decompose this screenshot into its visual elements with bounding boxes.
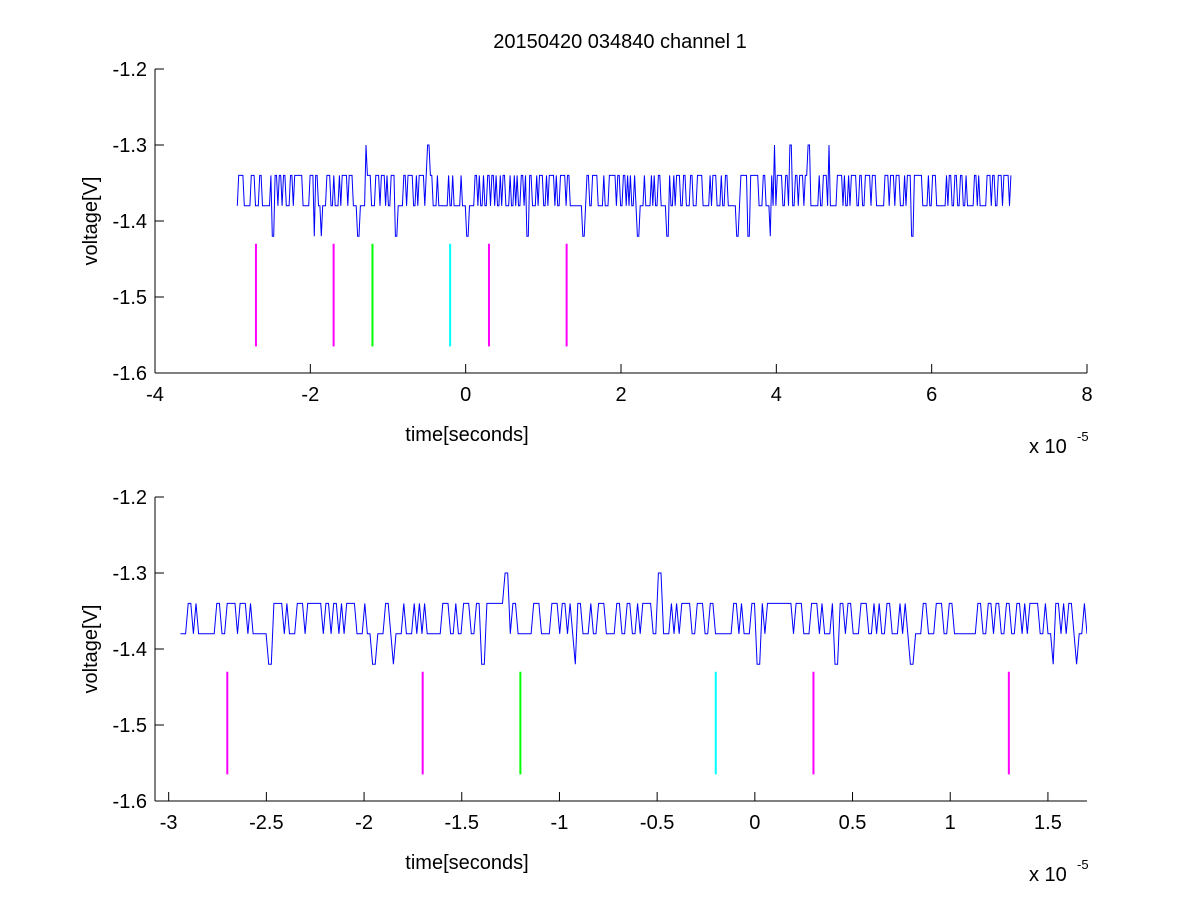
bottom-x-tick-label: 0.5: [839, 812, 867, 834]
top-y-tick-label: -1.5: [113, 287, 147, 309]
top-y-tick-label: -1.3: [113, 135, 147, 157]
top-plot-panel: -1.6 -1.5 -1.4 -1.3 -1.2 -4 -2 0 2 4 6 8 time[second…: [80, 59, 1093, 458]
top-y-tick-label: -1.4: [113, 211, 147, 233]
top-x-tick-label: 0: [460, 384, 471, 406]
top-x-tick-label: 4: [771, 384, 782, 406]
bottom-y-tick-label: -1.6: [113, 791, 147, 813]
top-x-tick-label: 2: [615, 384, 626, 406]
top-x-tick-label: -4: [146, 384, 164, 406]
bottom-x-tick-label: -2: [355, 812, 373, 834]
bottom-y-tick-label: -1.4: [113, 639, 147, 661]
bottom-x-tick-label: 1: [945, 812, 956, 834]
bottom-x-axis-label: time[seconds]: [405, 852, 528, 874]
bottom-x-tick-label: -3: [160, 812, 178, 834]
top-x-multiplier-exponent: -5: [1077, 429, 1089, 444]
bottom-x-multiplier-exponent: -5: [1077, 857, 1089, 872]
bottom-y-tick-label: -1.2: [113, 487, 147, 509]
top-signal-line: [236, 144, 1012, 237]
top-y-axis-label: voltage[V]: [80, 177, 102, 266]
bottom-y-tick-label: -1.3: [113, 563, 147, 585]
figure-title: 20150420 034840 channel 1: [493, 31, 747, 53]
bottom-plot-panel: -1.6 -1.5 -1.4 -1.3 -1.2 -3 -2.5 -2 -1.5 -1 -0.5 0 0…: [80, 487, 1089, 886]
bottom-x-tick-label: -1: [551, 812, 569, 834]
bottom-x-tick-label: -2.5: [249, 812, 283, 834]
bottom-signal-line: [180, 572, 1087, 665]
top-x-tick-label: 6: [926, 384, 937, 406]
top-x-multiplier: x 10: [1029, 436, 1067, 458]
bottom-x-multiplier: x 10: [1029, 864, 1067, 886]
bottom-x-tick-label: -0.5: [640, 812, 674, 834]
top-x-tick-label: -2: [301, 384, 319, 406]
top-y-tick-label: -1.6: [113, 363, 147, 385]
top-x-tick-label: 8: [1081, 384, 1092, 406]
bottom-x-tick-label: 0: [749, 812, 760, 834]
top-x-axis-label: time[seconds]: [405, 424, 528, 446]
bottom-x-tick-label: 1.5: [1034, 812, 1062, 834]
bottom-y-axis-label: voltage[V]: [80, 605, 102, 694]
bottom-x-tick-label: -1.5: [445, 812, 479, 834]
top-y-tick-label: -1.2: [113, 59, 147, 81]
bottom-y-tick-label: -1.5: [113, 715, 147, 737]
